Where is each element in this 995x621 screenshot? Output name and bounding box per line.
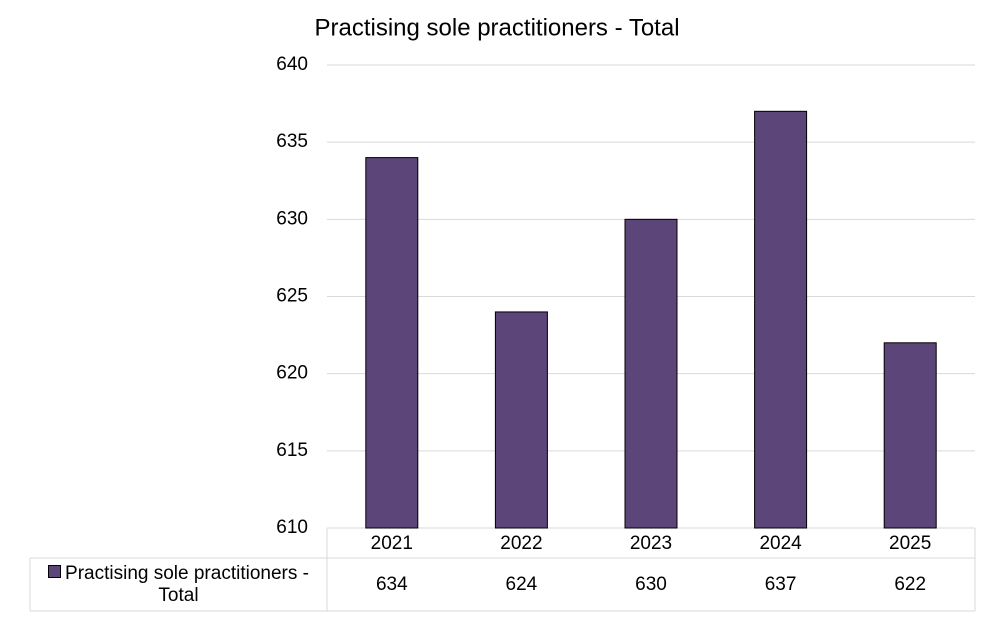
y-tick-label: 620 <box>276 363 308 384</box>
legend-text-wrap: Practising sole practitioners - Total <box>30 563 327 607</box>
y-tick-label: 640 <box>276 54 308 75</box>
x-tick-label: 2024 <box>759 533 802 554</box>
bar <box>365 157 419 529</box>
table-value: 637 <box>765 574 797 595</box>
table-value: 634 <box>376 574 408 595</box>
bar <box>754 110 808 529</box>
y-tick-label: 615 <box>276 440 308 461</box>
bar <box>624 218 678 529</box>
bar <box>494 311 548 529</box>
table-value: 622 <box>894 574 926 595</box>
legend-label: Practising sole practitioners - Total <box>65 562 309 606</box>
legend-entry: Practising sole practitioners - Total <box>30 558 327 611</box>
x-tick-label: 2022 <box>500 533 542 554</box>
table-value: 624 <box>506 574 538 595</box>
x-tick-label: 2023 <box>630 533 672 554</box>
table-value: 630 <box>635 574 667 595</box>
x-tick-label: 2021 <box>371 533 413 554</box>
y-tick-label: 625 <box>276 286 308 307</box>
chart-title: Practising sole practitioners - Total <box>314 14 679 41</box>
y-tick-label: 610 <box>276 517 308 538</box>
y-tick-label: 635 <box>276 131 308 152</box>
bar <box>883 342 937 529</box>
legend-key <box>48 564 62 578</box>
x-tick-label: 2025 <box>889 533 931 554</box>
y-tick-label: 630 <box>276 208 308 229</box>
